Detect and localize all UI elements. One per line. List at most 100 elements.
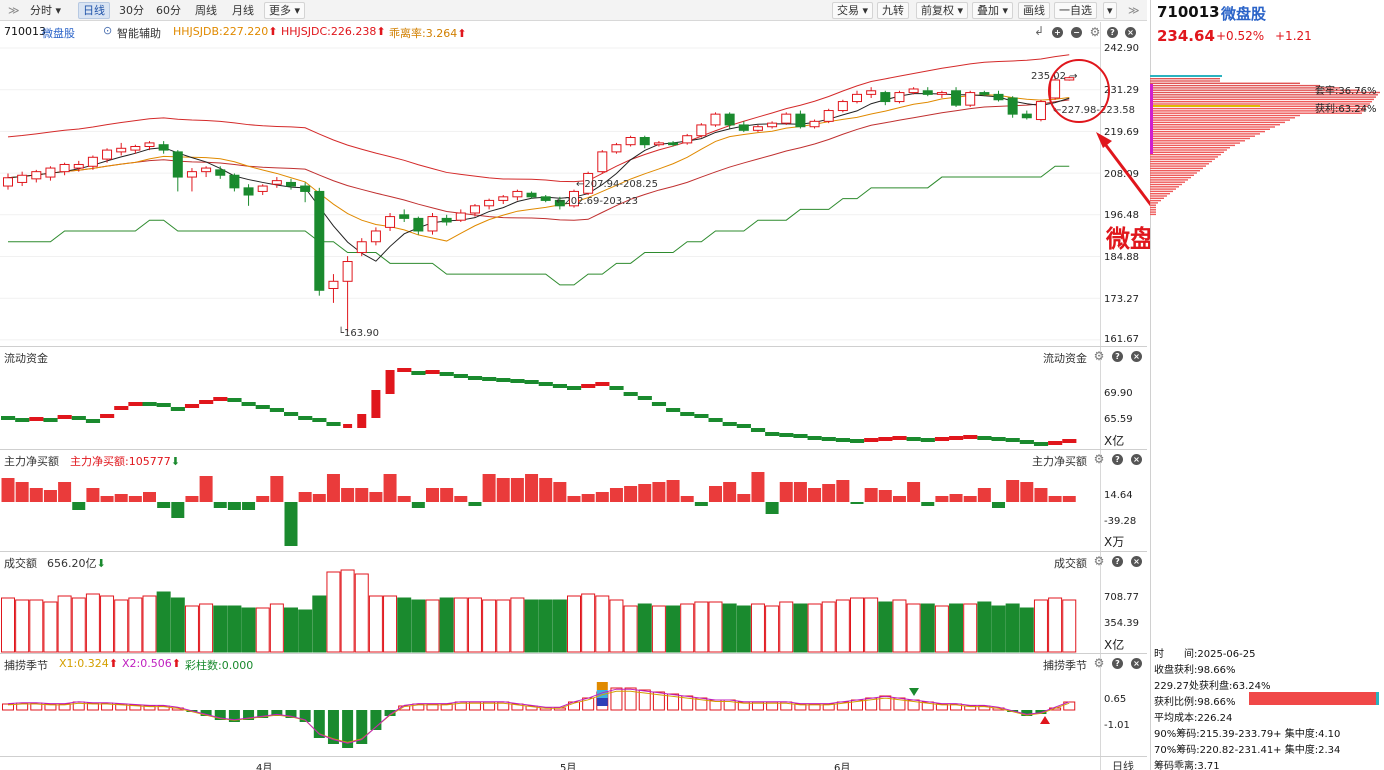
tab-monthly[interactable]: 月线 [232,4,254,17]
assist-toggle-icon[interactable]: ⊙ [103,24,113,37]
cycle-bar [342,710,354,748]
cycle-bar [143,705,156,711]
upper-band-line [7,54,1070,183]
zoom-in-icon[interactable]: + [1052,27,1063,38]
watchlist-button[interactable]: 一自选 [1054,2,1097,19]
tab-intraday[interactable]: 分时 ▾ [30,4,62,17]
flow-segment [736,424,751,428]
chip-line [1150,156,1218,158]
help-icon[interactable]: ? [1112,658,1123,669]
range-label-a: ←207.94-208.25 [576,179,658,190]
flow-segment [991,437,1006,441]
volume-bar [609,599,624,653]
volume-bar [1048,597,1063,653]
trade-menu[interactable]: 交易 ▾ [832,2,874,19]
watchlist-dropdown-icon[interactable]: ▾ [1103,2,1117,19]
close-icon[interactable]: × [1131,658,1142,669]
net-buy-bar [1034,488,1048,502]
chip-line [1150,98,1374,101]
quote-code: 710013 [1157,3,1220,21]
volume-chart [1,569,1077,653]
net-buy-bar [963,496,977,502]
tab-60min[interactable]: 60分 [156,4,181,17]
close-icon[interactable]: × [1131,556,1142,567]
tab-daily[interactable]: 日线 [78,2,110,19]
flow-segment [892,436,907,440]
volume-bar [284,607,298,653]
volume-bar [892,599,907,653]
flow-segment [807,436,822,440]
volume-bar [269,603,284,653]
cycle-bar [2,703,14,711]
help-icon[interactable]: ? [1107,27,1118,38]
chip-line [1150,179,1188,181]
help-icon[interactable]: ? [1112,454,1123,465]
cycle-bar [1035,710,1047,714]
more-menu[interactable]: 更多 ▾ [264,2,306,19]
flow-segment [567,386,582,390]
gear-icon[interactable]: ⚙ [1093,656,1105,670]
flow-segment [694,414,709,418]
double-chevron-right-icon[interactable]: ≫ [8,4,20,17]
zoom-out-icon[interactable]: − [1071,27,1082,38]
chip-distribution-chart [1150,75,1380,216]
net-buy-bar [737,494,751,502]
net-buy-bar [624,486,638,502]
indicator-deviation: 乖离率:3.264⬆ [389,27,467,40]
smart-assist-label[interactable]: 智能辅助 [117,27,161,40]
gear-icon[interactable]: ⚙ [1093,554,1105,568]
gear-icon[interactable]: ⚙ [1089,25,1101,39]
flow-segment [1005,438,1020,442]
net-buy-bar [652,482,666,502]
flow-segment [552,384,567,388]
candle-body [696,124,707,137]
nine-turn-button[interactable]: 九转 [877,2,909,19]
flow-segment [835,438,850,442]
return-icon[interactable]: ↲ [1034,24,1045,38]
net-buy-bar [992,502,1005,508]
chip-line [1150,181,1185,183]
volume-bar [326,571,341,653]
draw-button[interactable]: 画线 [1018,2,1050,19]
flow-segment [156,403,171,407]
tab-weekly[interactable]: 周线 [195,4,217,17]
candle-body [31,171,42,180]
chip-line [1150,84,1320,87]
help-icon[interactable]: ? [1112,351,1123,362]
chip-line [1150,153,1221,156]
flow-segment [326,422,341,426]
volume-bar [666,605,681,653]
chip-line [1150,195,1167,197]
candle-body [1007,97,1018,115]
net-buy-bar [567,496,581,502]
candlestick-chart[interactable] [0,40,1100,346]
candle-body [413,217,424,232]
flow-segment [43,418,58,422]
panel-expand-icon[interactable]: ≫ [1128,4,1140,17]
help-icon[interactable]: ? [1112,556,1123,567]
chip-line [1150,158,1215,160]
panel-vol-title: 成交额 [4,557,37,570]
volume-bar [934,605,949,653]
tab-30min[interactable]: 30分 [119,4,144,17]
info-close-profit: 收盘获利:98.66% [1154,665,1236,676]
close-icon[interactable]: × [1131,454,1142,465]
net-buy-bar [1048,496,1062,502]
net-buy-bar [1020,482,1034,502]
gear-icon[interactable]: ⚙ [1093,349,1105,363]
chip-line [1150,128,1270,130]
chip-line [1150,165,1206,167]
gear-icon[interactable]: ⚙ [1093,452,1105,466]
net-buy-bar [454,496,468,502]
close-icon[interactable]: × [1131,351,1142,362]
period-label[interactable]: 日线 [1112,760,1134,770]
net-buy-bar [15,482,29,502]
adjust-menu[interactable]: 前复权 ▾ [916,2,969,19]
candle-body [611,144,622,153]
volume-bar [128,597,143,653]
overlay-menu[interactable]: 叠加 ▾ [972,2,1014,19]
flow-segment [538,382,553,386]
volume-bar [85,593,100,653]
close-icon[interactable]: × [1125,27,1136,38]
candle-body [710,113,721,126]
